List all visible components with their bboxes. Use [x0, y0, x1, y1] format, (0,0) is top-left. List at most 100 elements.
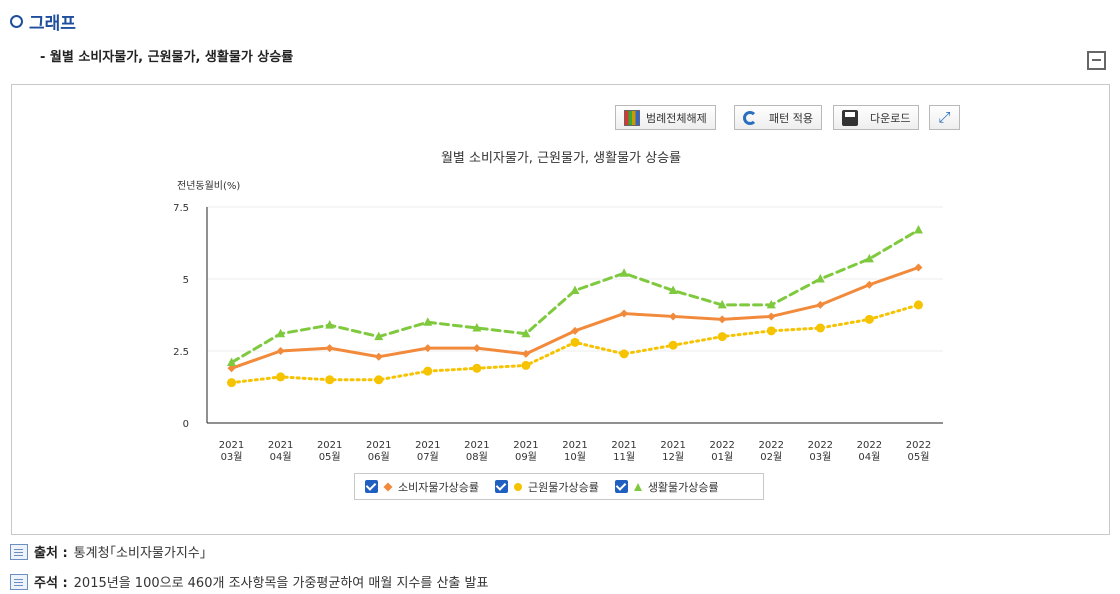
x-tick-label: 05월	[319, 451, 341, 463]
legend-label-living: 생활물가상승률	[647, 480, 719, 494]
data-point-circle	[766, 326, 776, 336]
data-point-diamond	[914, 263, 923, 272]
document-icon	[10, 573, 28, 590]
checkbox-checked-icon[interactable]	[494, 480, 508, 493]
y-tick-label: 0	[183, 419, 189, 430]
legend-toggle-label: 범례전체해제	[646, 111, 707, 125]
source-text: 통계청｢소비자물가지수｣	[73, 546, 207, 561]
legend-toggle-button[interactable]: 범례전체해제	[615, 105, 716, 130]
y-tick-label: 2.5	[173, 347, 189, 358]
data-point-circle	[276, 372, 286, 382]
bar-chart-icon	[624, 109, 640, 126]
x-tick-label: 12월	[662, 451, 684, 463]
legend-label-core: 근원물가상승률	[527, 480, 599, 494]
x-tick-label: 05월	[907, 451, 929, 463]
data-point-diamond	[571, 326, 579, 335]
data-point-triangle	[276, 328, 286, 338]
chart-subtitle: - 월별 소비자물가, 근원물가, 생활물가 상승률	[40, 50, 294, 65]
x-tick-label: 03월	[221, 451, 243, 463]
section-title-text: 그래프	[29, 14, 76, 34]
data-point-triangle	[570, 285, 580, 295]
data-point-circle	[325, 375, 335, 385]
data-point-triangle	[423, 317, 433, 326]
data-point-circle	[619, 349, 629, 359]
x-tick-label: 2021	[513, 440, 538, 451]
download-button[interactable]: 다운로드	[833, 105, 920, 130]
line-chart: 월별 소비자물가, 근원물가, 생활물가 상승률 전년동월비(%) 0 2.5 5 7…	[173, 151, 943, 463]
data-point-diamond	[227, 364, 236, 373]
remark-text: 2015년을 100으로 460개 조사항목을 가중평균하여 매월 지수를 산출…	[73, 576, 489, 591]
section-title: 그래프	[10, 9, 76, 34]
document-icon	[10, 543, 28, 560]
data-point-circle	[570, 337, 580, 347]
data-point-diamond	[276, 347, 285, 355]
data-point-triangle	[227, 357, 237, 367]
x-tick-label: 01월	[711, 451, 733, 463]
data-point-circle	[423, 366, 433, 376]
data-point-circle	[815, 323, 825, 333]
data-point-circle	[913, 300, 923, 310]
source-note: 출처 : 통계청｢소비자물가지수｣	[10, 542, 206, 561]
data-point-diamond	[472, 344, 481, 353]
data-point-triangle	[815, 274, 825, 283]
x-tick-label: 2021	[268, 440, 293, 451]
pattern-label: 패턴 적용	[769, 111, 813, 125]
x-tick-label: 2022	[857, 440, 882, 451]
data-point-diamond	[620, 309, 629, 318]
data-point-diamond	[521, 349, 530, 358]
data-point-circle	[668, 340, 678, 350]
chart-legend: 소비자물가상승률 근원물가상승률 생활물가상승률	[354, 473, 764, 500]
x-tick-label: 2021	[317, 440, 342, 451]
x-tick-label: 07월	[417, 451, 439, 463]
data-point-triangle	[913, 225, 923, 234]
x-tick-label: 2022	[808, 440, 833, 451]
data-point-diamond	[816, 300, 825, 309]
source-label: 출처 :	[34, 546, 68, 561]
data-point-triangle	[325, 320, 335, 329]
data-point-diamond	[325, 344, 334, 353]
data-point-triangle	[717, 299, 727, 309]
chart-title: 월별 소비자물가, 근원물가, 생활물가 상승률	[441, 151, 681, 166]
data-point-circle	[374, 375, 384, 385]
x-tick-label: 2021	[562, 440, 587, 451]
x-tick-label: 2021	[219, 440, 244, 451]
chart-container: 범례전체해제 패턴 적용 다운로드 ⤢ 월별 소비자물가, 근원물가, 생활물가…	[11, 84, 1110, 535]
x-tick-label: 2021	[611, 440, 636, 451]
data-point-circle	[864, 314, 874, 324]
x-tick-label: 2022	[759, 440, 784, 451]
data-point-triangle	[374, 331, 384, 341]
x-tick-label: 04월	[270, 451, 292, 463]
diamond-marker-icon	[383, 481, 393, 492]
x-tick-label: 2021	[415, 440, 440, 451]
x-tick-label: 2022	[709, 440, 734, 451]
save-icon	[842, 109, 858, 126]
data-point-circle	[472, 363, 482, 373]
x-tick-label: 2022	[906, 440, 931, 451]
expand-icon[interactable]: ⤢	[929, 105, 960, 130]
data-point-circle	[717, 332, 727, 342]
circle-bullet-icon	[10, 15, 23, 28]
x-tick-label: 06월	[368, 451, 390, 463]
circle-marker-icon	[513, 482, 522, 491]
checkbox-checked-icon[interactable]	[614, 480, 628, 493]
x-tick-label: 2021	[660, 440, 685, 451]
refresh-icon	[743, 110, 757, 125]
data-point-triangle	[521, 328, 531, 338]
collapse-button[interactable]	[1087, 51, 1106, 70]
legend-item-living[interactable]: 생활물가상승률	[614, 479, 719, 495]
pattern-button[interactable]: 패턴 적용	[734, 105, 822, 130]
legend-item-core[interactable]: 근원물가상승률	[494, 479, 599, 495]
x-tick-label: 09월	[515, 451, 537, 463]
data-point-circle	[227, 378, 237, 388]
x-tick-label: 02월	[760, 451, 782, 463]
x-tick-label: 10월	[564, 451, 586, 463]
legend-item-cpi[interactable]: 소비자물가상승률	[365, 479, 479, 495]
data-point-triangle	[668, 285, 678, 295]
data-point-triangle	[472, 322, 482, 332]
data-point-diamond	[374, 352, 383, 361]
triangle-marker-icon	[633, 482, 642, 491]
x-tick-label: 04월	[858, 451, 880, 463]
data-point-diamond	[718, 315, 727, 324]
checkbox-checked-icon[interactable]	[365, 480, 378, 493]
data-point-diamond	[669, 312, 678, 321]
